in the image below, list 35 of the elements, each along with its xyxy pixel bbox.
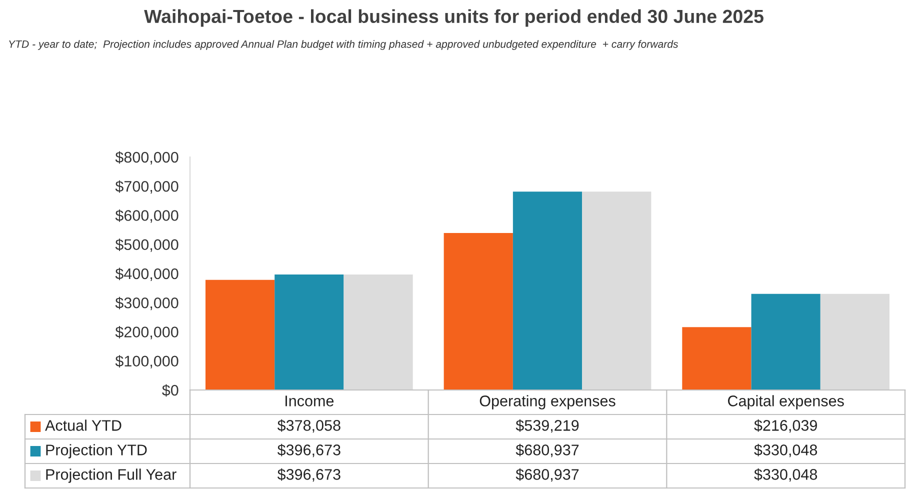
data-label: $680,937: [516, 444, 579, 458]
bar: [751, 294, 820, 390]
bar: [820, 294, 890, 390]
data-label: $330,048: [754, 468, 818, 482]
x-tick-label: Capital expenses: [728, 395, 844, 410]
legend-label: Actual YTD: [45, 420, 122, 431]
y-tick-label: $100,000: [115, 355, 178, 368]
y-tick-label: $600,000: [115, 209, 178, 223]
data-label: $396,673: [277, 444, 340, 458]
y-tick-label: $300,000: [115, 296, 178, 310]
chart-title: Waihopai-Toetoe - local business units for period ended 30 June 2025: [144, 9, 764, 27]
legend-label: Projection YTD: [46, 444, 147, 458]
chart-subtitle: YTD - year to date; Projection includes approved Annual Plan budget with timing phased + approved unbudgeted expenditure + carry forwards: [9, 40, 678, 50]
y-tick-label: $800,000: [115, 151, 178, 164]
data-label: $216,039: [754, 419, 817, 433]
data-label: $680,937: [516, 468, 579, 482]
bar: [205, 280, 275, 390]
y-tick-label: $400,000: [115, 268, 178, 281]
bar: [344, 274, 413, 390]
data-label: $378,058: [277, 419, 340, 433]
y-tick-label: $0: [162, 384, 178, 397]
bar: [682, 327, 752, 390]
bar: [512, 192, 582, 390]
legend-label: Projection Full Year: [46, 468, 176, 483]
bar: [582, 192, 652, 390]
y-tick-label: $700,000: [115, 180, 178, 194]
bar: [274, 274, 344, 390]
data-label: $539,219: [516, 419, 579, 433]
x-tick-label: Income: [286, 396, 334, 406]
y-tick-label: $500,000: [115, 238, 178, 252]
y-tick-label: $200,000: [115, 326, 178, 340]
bar: [444, 232, 513, 390]
data-label: $396,673: [277, 468, 340, 482]
x-tick-label: Operating expenses: [480, 395, 616, 410]
data-label: $330,048: [754, 444, 818, 458]
